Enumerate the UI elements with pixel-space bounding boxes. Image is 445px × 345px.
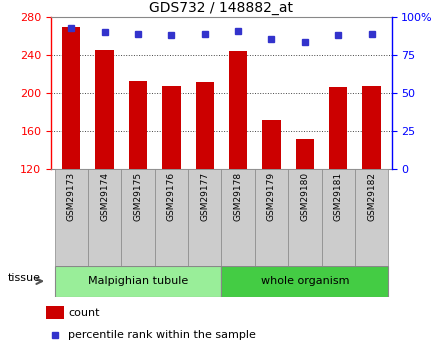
Text: GSM29175: GSM29175 xyxy=(134,172,142,221)
Text: count: count xyxy=(69,308,100,318)
Text: percentile rank within the sample: percentile rank within the sample xyxy=(69,330,256,340)
Text: GSM29180: GSM29180 xyxy=(300,172,309,221)
Text: GSM29182: GSM29182 xyxy=(367,172,376,221)
Text: GSM29181: GSM29181 xyxy=(334,172,343,221)
Bar xyxy=(155,169,188,266)
Text: GSM29176: GSM29176 xyxy=(167,172,176,221)
Text: GSM29179: GSM29179 xyxy=(267,172,276,221)
Text: GSM29173: GSM29173 xyxy=(67,172,76,221)
Bar xyxy=(295,139,314,283)
Bar xyxy=(188,169,222,266)
Text: tissue: tissue xyxy=(8,273,40,283)
Text: GSM29178: GSM29178 xyxy=(234,172,243,221)
Bar xyxy=(362,86,381,283)
Bar xyxy=(288,169,322,266)
Bar xyxy=(229,51,247,283)
Bar xyxy=(222,169,255,266)
Bar xyxy=(129,81,147,283)
Bar xyxy=(255,169,288,266)
Bar xyxy=(88,169,121,266)
Bar xyxy=(55,169,88,266)
Bar xyxy=(62,27,81,283)
Title: GDS732 / 148882_at: GDS732 / 148882_at xyxy=(150,1,293,15)
Bar xyxy=(222,266,388,297)
Bar xyxy=(46,306,65,319)
Text: whole organism: whole organism xyxy=(261,276,349,286)
Bar xyxy=(355,169,388,266)
Bar xyxy=(162,86,181,283)
Bar xyxy=(322,169,355,266)
Text: GSM29174: GSM29174 xyxy=(100,172,109,221)
Text: GSM29177: GSM29177 xyxy=(200,172,209,221)
Text: Malpighian tubule: Malpighian tubule xyxy=(88,276,188,286)
Bar xyxy=(262,120,281,283)
Bar xyxy=(55,266,222,297)
Bar xyxy=(95,49,114,283)
Bar xyxy=(121,169,155,266)
Bar xyxy=(195,82,214,283)
Bar xyxy=(329,87,348,283)
